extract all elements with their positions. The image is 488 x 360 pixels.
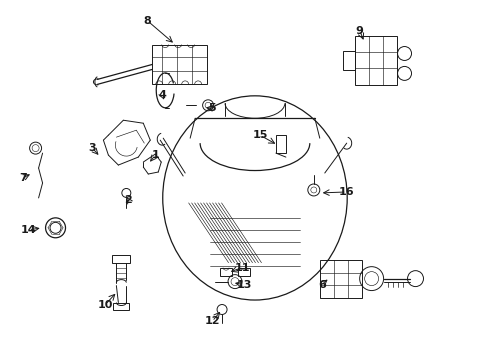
Text: 8: 8 (143, 15, 151, 26)
Text: 6: 6 (317, 280, 325, 289)
Bar (319, 260, 361, 298)
Text: 1: 1 (151, 150, 159, 160)
Text: 15: 15 (252, 130, 267, 140)
Text: 11: 11 (234, 263, 249, 273)
Text: 9: 9 (355, 26, 363, 36)
Bar (342, 50, 354, 71)
Text: 16: 16 (338, 187, 354, 197)
Text: 13: 13 (236, 280, 251, 289)
Bar (354, 36, 396, 85)
Text: 5: 5 (208, 103, 216, 113)
Bar (112, 255, 130, 263)
Text: 14: 14 (21, 225, 36, 235)
Text: 10: 10 (98, 300, 113, 310)
Text: 3: 3 (88, 143, 96, 153)
Bar (275, 135, 285, 153)
Text: 4: 4 (158, 90, 166, 100)
Bar (238, 268, 249, 276)
Text: 12: 12 (204, 316, 220, 327)
Bar (113, 302, 129, 310)
Text: 2: 2 (124, 195, 132, 205)
Bar (220, 268, 232, 276)
Text: 7: 7 (19, 173, 26, 183)
Bar (152, 45, 207, 84)
